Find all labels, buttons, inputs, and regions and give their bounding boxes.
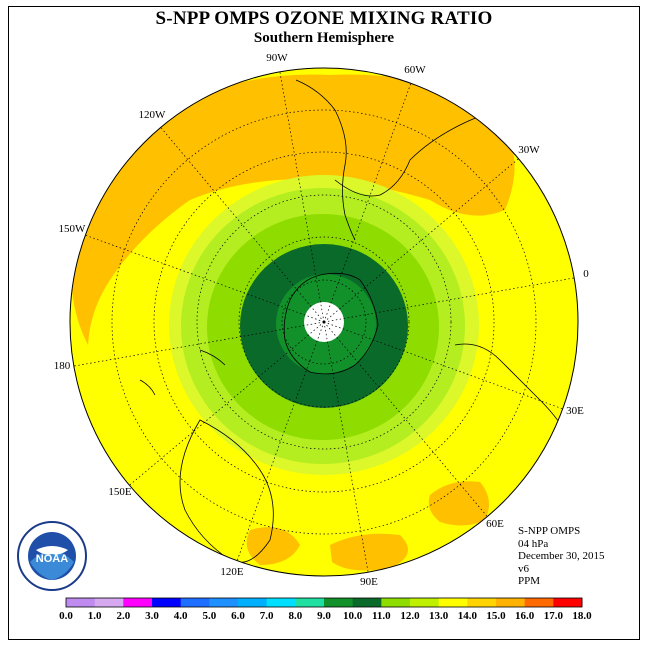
page-subtitle: Southern Hemisphere: [253, 30, 395, 46]
coastlines: [139, 79, 571, 563]
coastline-australia: [179, 419, 274, 563]
latitude-circles: [111, 109, 537, 535]
svg-text:NOAA: NOAA: [36, 553, 68, 565]
orange-region-north: [72, 74, 515, 345]
info-block: S-NPP OMPS 04 hPa December 30, 2015 v6 P…: [518, 525, 604, 588]
globe-outline: [69, 67, 579, 577]
longitude-label-180: 180: [54, 360, 71, 372]
longitude-label-150w: 150W: [59, 223, 87, 235]
units-label: PPM: [518, 575, 541, 587]
longitude-label-90w: 90W: [266, 52, 288, 64]
coastline-south-america: [295, 79, 501, 241]
pressure-level: 04 hPa: [518, 537, 549, 550]
longitude-label-60e: 60E: [486, 518, 504, 530]
longitude-label-120e: 120E: [220, 566, 244, 578]
date-label: December 30, 2015: [518, 550, 605, 562]
longitude-label-60w: 60W: [404, 64, 426, 76]
page-title: S-NPP OMPS OZONE MIXING RATIO: [155, 8, 493, 29]
longitude-label-120w: 120W: [139, 109, 167, 121]
orange-region-east: [428, 481, 489, 526]
longitude-label-90e: 90E: [360, 576, 378, 588]
longitude-labels: 90W 60W 30W 0 30E 60E 90E 120E 150E 180 150W 120W: [54, 52, 590, 588]
version-label: v6: [518, 562, 529, 575]
map-frame: [8, 6, 640, 640]
longitude-label-30e: 30E: [566, 405, 584, 417]
orange-region-southeast: [330, 533, 408, 571]
instrument-label: S-NPP OMPS: [518, 525, 581, 537]
longitude-label-150e: 150E: [108, 486, 132, 498]
orange-region-south: [246, 527, 300, 565]
coastline-antarctica: [283, 272, 379, 375]
longitude-label-0: 0: [583, 268, 589, 280]
coastline-new-zealand: [139, 349, 226, 396]
coastline-africa: [454, 343, 571, 441]
noaa-logo-icon: NOAA: [17, 521, 87, 591]
longitude-label-30w: 30W: [518, 144, 540, 156]
